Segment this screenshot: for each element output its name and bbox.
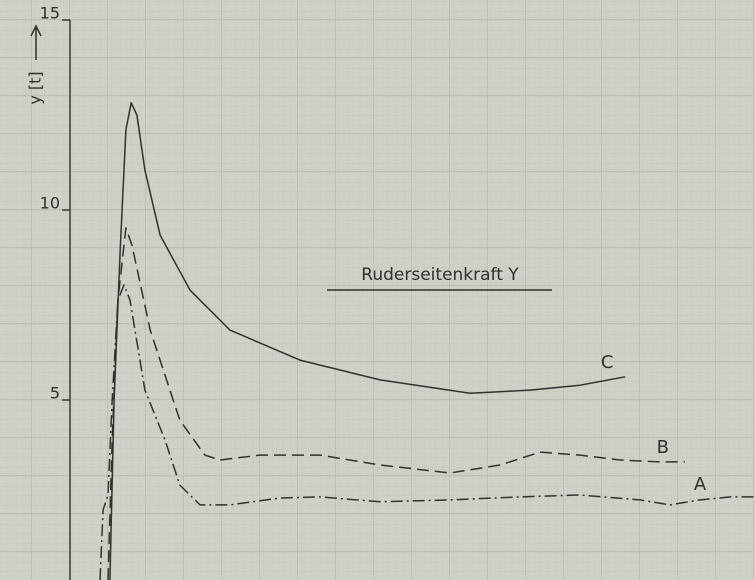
chart-title: Ruderseitenkraft Y <box>361 265 519 285</box>
series-label: C <box>601 352 614 373</box>
series-label: A <box>694 474 707 495</box>
y-arrow <box>30 24 42 60</box>
y-tick-label: 15 <box>40 4 60 23</box>
series-line <box>99 284 754 580</box>
series-label: B <box>657 437 669 458</box>
y-tick-label: 10 <box>40 194 60 213</box>
plot: 5 10 15 A B C <box>40 4 754 580</box>
y-axis-label: y [t] <box>26 71 45 104</box>
y-tick-label: 5 <box>50 384 60 403</box>
series-line <box>109 102 626 580</box>
series-line <box>107 227 685 580</box>
